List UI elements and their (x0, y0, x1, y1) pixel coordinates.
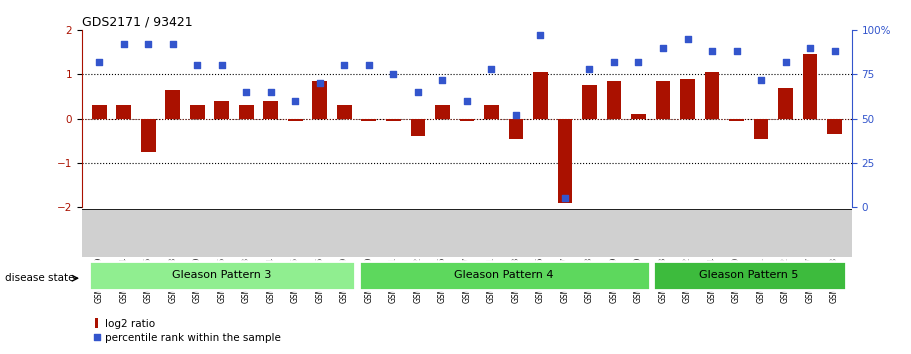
Point (827, 48, 842, 54)
Bar (362, 119, 376, 121)
Point (189, 63, 204, 68)
Point (214, 63, 229, 68)
Bar (558, 119, 572, 202)
Bar (95, 318, 98, 328)
Bar (508, 119, 523, 138)
Bar (288, 119, 302, 121)
Point (803, 45, 817, 51)
Point (484, 66, 498, 72)
Bar (189, 105, 205, 119)
Point (141, 41, 156, 47)
Point (778, 59, 793, 65)
Point (656, 45, 670, 51)
FancyBboxPatch shape (653, 261, 845, 290)
Text: Gleason Pattern 5: Gleason Pattern 5 (699, 270, 799, 280)
Bar (239, 105, 253, 119)
Bar (607, 81, 621, 119)
Point (631, 59, 646, 65)
Point (730, 48, 744, 54)
Text: Gleason Pattern 4: Gleason Pattern 4 (454, 270, 553, 280)
Bar (729, 119, 744, 121)
Bar (165, 90, 180, 119)
Point (435, 77, 450, 82)
Point (312, 80, 327, 86)
Point (386, 72, 401, 77)
Bar (705, 72, 720, 119)
Point (705, 48, 720, 54)
Point (681, 36, 695, 42)
Point (607, 59, 621, 65)
Point (582, 66, 597, 72)
Text: percentile rank within the sample: percentile rank within the sample (105, 333, 281, 343)
Point (508, 112, 523, 118)
Point (337, 63, 352, 68)
Text: log2 ratio: log2 ratio (105, 319, 155, 329)
Point (89, 334, 104, 340)
Point (239, 89, 253, 95)
Bar (312, 81, 327, 119)
Bar (827, 119, 842, 134)
Bar (803, 55, 817, 119)
Point (753, 77, 768, 82)
Point (117, 41, 131, 47)
Bar (533, 72, 548, 119)
Bar (459, 119, 475, 121)
Text: Gleason Pattern 3: Gleason Pattern 3 (172, 270, 271, 280)
Bar (214, 101, 229, 119)
Bar (411, 119, 425, 136)
Point (288, 98, 302, 104)
Bar (337, 105, 352, 119)
Text: GDS2171 / 93421: GDS2171 / 93421 (82, 16, 192, 29)
Bar (778, 87, 793, 119)
Point (411, 89, 425, 95)
Point (362, 63, 376, 68)
Bar (92, 105, 107, 119)
FancyBboxPatch shape (89, 261, 355, 290)
Point (533, 33, 548, 38)
Bar (263, 101, 278, 119)
FancyBboxPatch shape (359, 261, 650, 290)
Point (263, 89, 278, 95)
Bar (117, 105, 131, 119)
Bar (386, 119, 401, 121)
Bar (141, 119, 156, 152)
Bar (582, 85, 597, 119)
Bar (435, 105, 450, 119)
Point (166, 41, 180, 47)
Bar (656, 81, 670, 119)
Text: disease state: disease state (5, 273, 74, 283)
Point (459, 98, 474, 104)
Bar (631, 114, 646, 119)
Point (558, 195, 572, 201)
Bar (484, 105, 498, 119)
Bar (681, 79, 695, 119)
Bar (753, 119, 769, 138)
Point (92, 59, 107, 65)
